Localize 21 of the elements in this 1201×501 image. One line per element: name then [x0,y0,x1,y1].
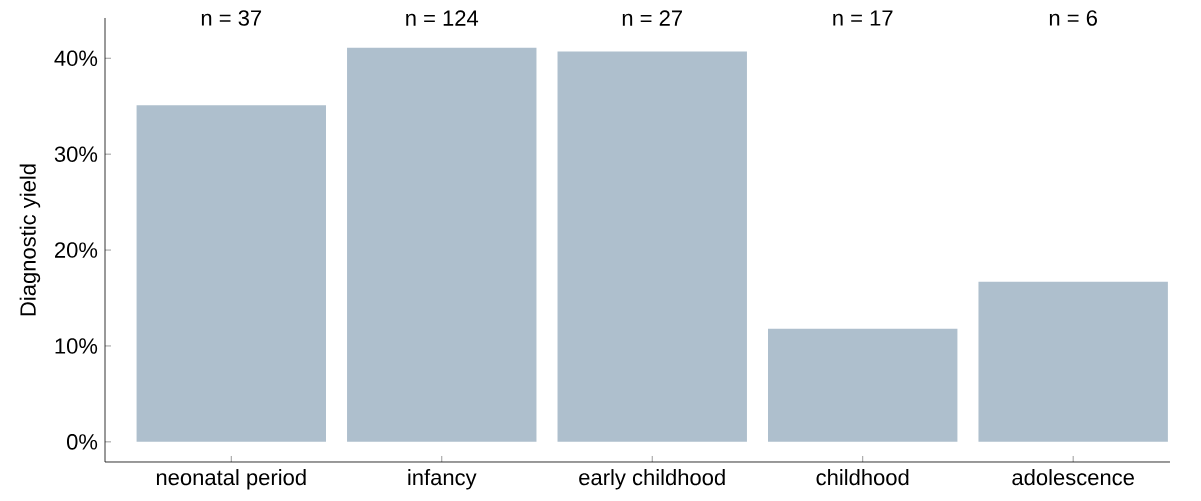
x-tick-label: childhood [816,469,909,486]
annotation: n = 17 [833,10,893,26]
bar [768,328,958,442]
annotation: n = 37 [201,10,262,26]
y-axis-title: Diagnostic yield [19,164,41,316]
annotation: n = 27 [622,10,682,26]
y-tick-label: 30% [54,146,98,162]
bar [557,51,747,442]
y-tick-label: 10% [55,338,98,354]
y-tick-label: 40% [54,50,98,67]
annotation: n = 6 [1049,10,1097,26]
bar [136,105,326,442]
x-tick-label: early childhood [579,469,725,490]
y-tick-label: 20% [55,242,98,258]
x-tick-label: adolescence [1012,469,1134,486]
y-tick-label: 0% [66,434,98,450]
bar [347,47,537,442]
x-tick-label: infancy [408,469,477,490]
x-tick-label: neonatal period [156,469,306,490]
bar [978,281,1168,442]
annotation: n = 124 [406,10,479,26]
